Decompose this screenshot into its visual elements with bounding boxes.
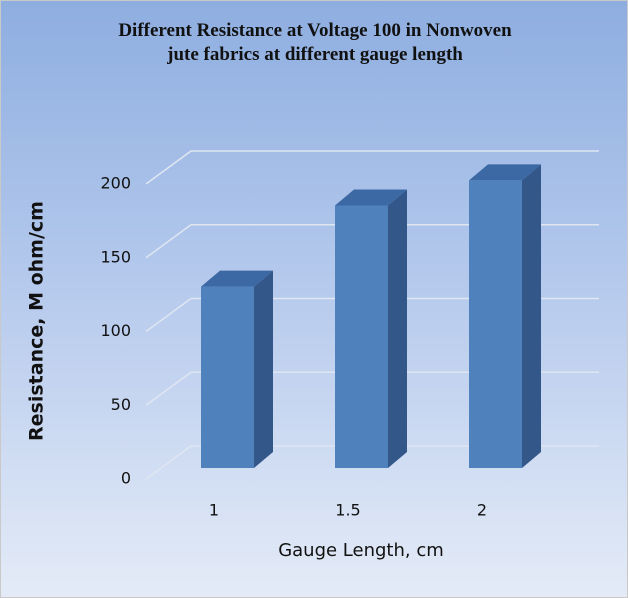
grid-line (145, 150, 599, 185)
y-tick-label: 0 (121, 469, 131, 488)
grid-line (145, 224, 599, 259)
grid-line (145, 445, 599, 480)
grid-line (145, 371, 599, 406)
x-axis-label: Gauge Length, cm (278, 540, 444, 561)
bar-side (254, 270, 273, 468)
x-tick-label: 1.5 (335, 501, 360, 520)
y-tick-label: 150 (100, 247, 131, 266)
bar (469, 180, 522, 468)
bar (201, 286, 254, 468)
bar-top (335, 189, 407, 206)
x-tick-label: 2 (477, 501, 487, 520)
x-tick-label: 1 (209, 501, 219, 520)
y-tick-label: 100 (100, 321, 131, 340)
bar (335, 205, 388, 468)
bar-side (522, 164, 541, 468)
y-tick-label: 50 (111, 395, 131, 414)
y-tick-label: 200 (100, 174, 131, 193)
y-axis-label: Resistance, M ohm/cm (26, 201, 48, 441)
chart-title: Different Resistance at Voltage 100 in N… (118, 20, 512, 65)
bar-side (388, 189, 407, 468)
bar-top (469, 164, 541, 181)
bar-top (201, 270, 273, 287)
grid-line (145, 297, 599, 333)
